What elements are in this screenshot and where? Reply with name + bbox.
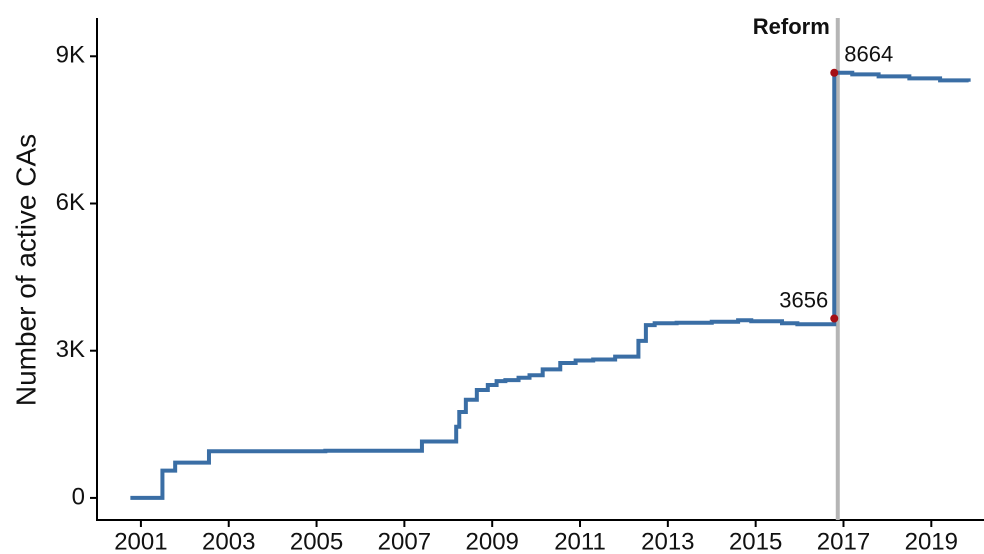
series-line [130, 70, 971, 500]
x-tick-label: 2009 [466, 528, 519, 554]
x-tick-label: 2019 [905, 528, 958, 554]
y-axis-title: Number of active CAs [10, 134, 41, 406]
highlight-point [830, 314, 839, 323]
x-tick-label: 2017 [817, 528, 870, 554]
highlight-label: 3656 [779, 287, 828, 312]
y-tick-label: 3K [56, 336, 85, 363]
y-tick-label: 6K [56, 189, 85, 216]
highlight-point [830, 68, 839, 77]
x-tick-label: 2011 [554, 528, 606, 554]
reform-label: Reform [753, 14, 830, 39]
x-tick-label: 2003 [202, 528, 255, 554]
x-tick-label: 2007 [378, 528, 431, 554]
x-tick-label: 2013 [641, 528, 694, 554]
x-tick-label: 2001 [114, 528, 167, 554]
y-tick-label: 0 [72, 483, 85, 510]
highlight-label: 8664 [844, 42, 893, 67]
x-tick-label: 2015 [729, 528, 782, 554]
x-tick-label: 2005 [290, 528, 343, 554]
y-tick-label: 9K [56, 42, 85, 69]
